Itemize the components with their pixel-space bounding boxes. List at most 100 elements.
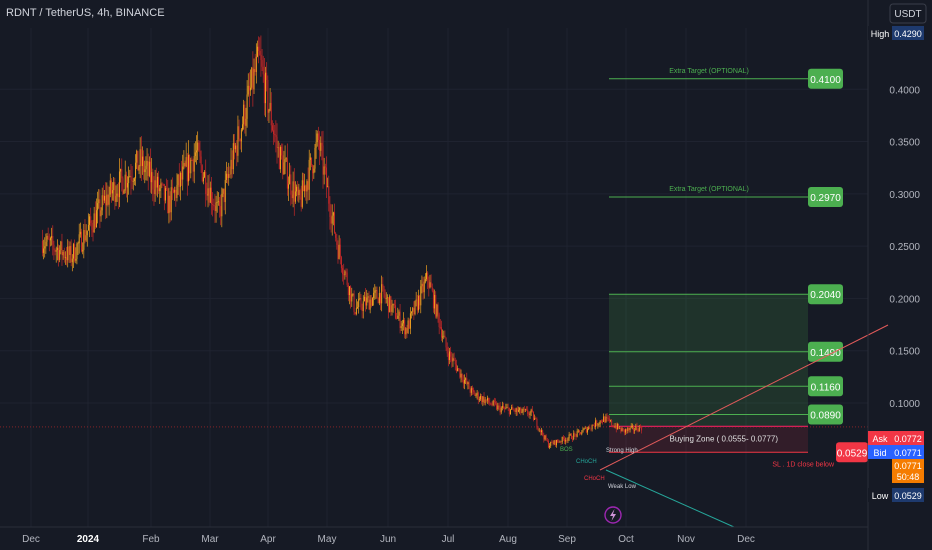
candle-body xyxy=(304,185,306,192)
candle-body xyxy=(534,418,536,420)
time-tick-label: May xyxy=(318,534,337,545)
currency-button[interactable]: USDT xyxy=(894,9,921,20)
candle-body xyxy=(616,424,618,430)
candle-body xyxy=(397,315,399,319)
candle-body xyxy=(68,246,70,255)
structure-label: BOS xyxy=(560,447,573,453)
candle-body xyxy=(493,400,495,403)
candle-body xyxy=(174,189,176,193)
candle-body xyxy=(48,239,50,241)
ask-tag-label-box xyxy=(868,431,892,445)
last-price-box xyxy=(892,459,924,483)
candle-body xyxy=(370,299,372,306)
candle-body xyxy=(526,409,528,411)
target-levels: 0.4100 Extra Target (OPTIONAL) 0.2970 Extra… xyxy=(609,68,868,468)
candle-body xyxy=(466,378,468,385)
candle-body xyxy=(325,167,327,188)
candle-body xyxy=(417,295,419,311)
candle-body xyxy=(420,286,422,306)
candle-body xyxy=(432,290,434,309)
candle-body xyxy=(306,181,308,192)
candle-body xyxy=(474,391,476,396)
candle-body xyxy=(216,202,218,203)
candle-body xyxy=(186,157,188,182)
candle-body xyxy=(498,405,500,407)
candle-body xyxy=(532,411,534,420)
lightning-icon[interactable] xyxy=(604,506,622,524)
candle-body xyxy=(506,407,508,409)
candle-body xyxy=(229,174,231,175)
candle-body xyxy=(205,171,207,194)
currency-button-frame[interactable] xyxy=(889,3,927,24)
candle-body xyxy=(523,408,525,410)
candle-body xyxy=(300,197,302,207)
price-tick-label: 0.4000 xyxy=(889,85,920,96)
candle-body xyxy=(627,428,629,431)
candle-body xyxy=(416,299,418,311)
candle-body xyxy=(481,395,483,403)
ask-tag-label: Ask xyxy=(872,434,888,444)
time-tick-label: Aug xyxy=(499,534,517,545)
candle-body xyxy=(189,154,191,174)
candle-body xyxy=(169,195,171,213)
candle-body xyxy=(181,172,183,180)
time-tick-label: Jun xyxy=(380,534,396,545)
candle-body xyxy=(54,250,56,252)
candle-body xyxy=(184,162,186,167)
candle-body xyxy=(95,210,97,228)
candle-body xyxy=(608,418,610,422)
candle-body xyxy=(595,420,597,427)
candle-body xyxy=(153,189,155,195)
candle-body xyxy=(291,194,293,199)
candle-body xyxy=(219,201,221,207)
candle-body xyxy=(357,307,359,308)
candle-body xyxy=(245,118,247,126)
candle-body xyxy=(371,298,373,306)
candle-body xyxy=(125,174,127,188)
candle-body xyxy=(385,298,387,300)
candle-body xyxy=(139,149,141,167)
buying-zone-label: Buying Zone ( 0.0555- 0.0777) xyxy=(669,435,778,444)
projection-line xyxy=(605,469,735,528)
candle-body xyxy=(536,419,538,428)
candle-body xyxy=(446,347,448,354)
candle-body xyxy=(505,407,507,409)
candle-body xyxy=(453,358,455,361)
candle-body xyxy=(120,169,122,172)
candle-body xyxy=(399,311,401,329)
candle-body xyxy=(478,399,480,401)
candle-body xyxy=(321,142,323,146)
candle-body xyxy=(301,180,303,207)
candle-body xyxy=(289,174,291,185)
candle-body xyxy=(610,420,612,422)
candle-body xyxy=(394,305,396,319)
candle-body xyxy=(459,368,461,378)
candle-body xyxy=(499,405,501,413)
candle-body xyxy=(302,180,304,192)
candle-body xyxy=(243,104,245,125)
candle-body xyxy=(553,440,555,445)
candle-body xyxy=(489,402,491,404)
candle-body xyxy=(490,403,492,405)
candle-body xyxy=(529,412,531,416)
candle-body xyxy=(488,397,490,403)
candle-body xyxy=(235,145,237,150)
candle-body xyxy=(373,292,375,299)
candle-body xyxy=(514,410,516,413)
candle-body xyxy=(366,297,368,306)
candle-body xyxy=(443,335,445,337)
candle-body xyxy=(224,179,226,203)
candle-body xyxy=(457,368,459,372)
candle-body xyxy=(384,294,386,299)
candle-body xyxy=(391,305,393,312)
high-tag-label-box xyxy=(868,26,892,40)
candle-body xyxy=(64,257,66,259)
candle-body xyxy=(223,188,225,203)
candle-body xyxy=(85,235,87,241)
candle-body xyxy=(329,203,331,218)
target-badge xyxy=(808,341,843,362)
candle-body xyxy=(161,183,163,185)
candle-body xyxy=(567,438,569,441)
